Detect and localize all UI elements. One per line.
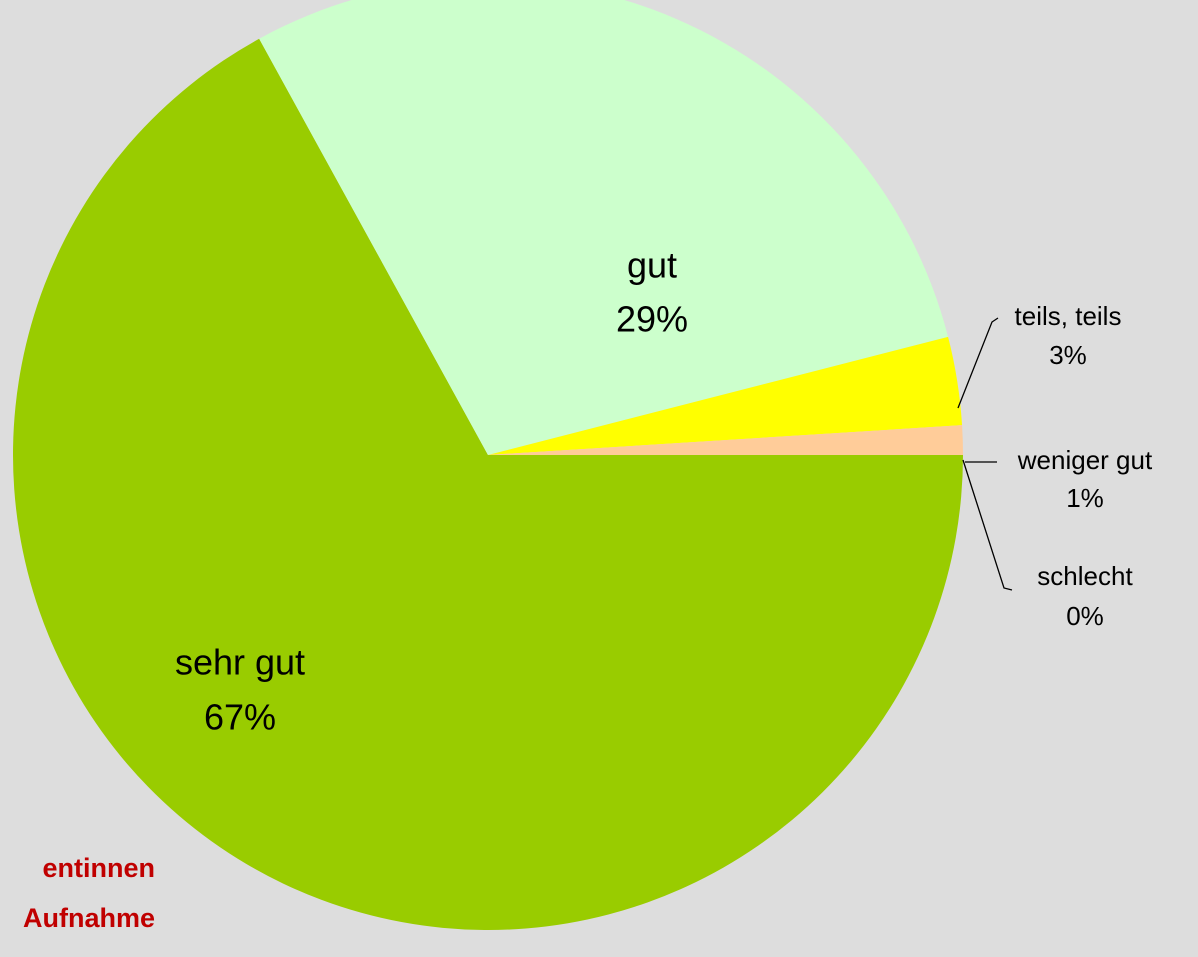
pie-slice	[488, 336, 963, 455]
pie-slice	[488, 425, 963, 455]
value-label: 3%	[1049, 340, 1087, 370]
slice-label: teils, teils	[1015, 301, 1122, 331]
leader-line	[962, 459, 1013, 591]
slice-label: schlecht	[1037, 561, 1133, 591]
annotation: entinnen	[43, 853, 156, 883]
slice-label: gut	[627, 245, 677, 286]
value-label: 29%	[616, 299, 688, 340]
leader-line	[957, 317, 999, 409]
slice-label: sehr gut	[175, 642, 305, 683]
value-label: 67%	[204, 697, 276, 738]
annotation: Aufnahme	[23, 903, 155, 933]
slice-label: weniger gut	[1017, 445, 1153, 475]
value-label: 0%	[1066, 601, 1104, 631]
value-label: 1%	[1066, 483, 1104, 513]
pie-slice	[12, 38, 963, 931]
pie-slice	[259, 0, 949, 455]
